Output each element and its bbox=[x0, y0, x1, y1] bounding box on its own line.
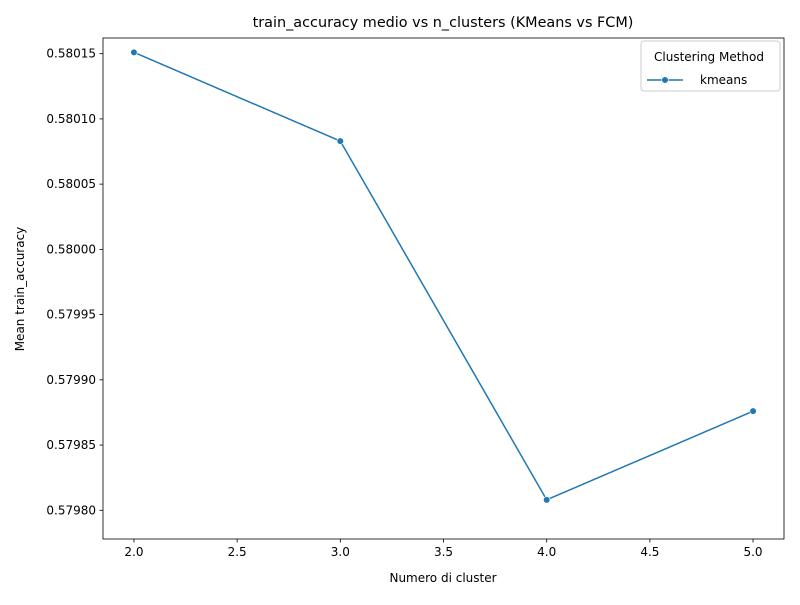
y-tick-label: 0.57980 bbox=[46, 503, 96, 517]
y-tick-label: 0.58000 bbox=[46, 242, 96, 256]
x-tick-label: 4.0 bbox=[537, 545, 556, 559]
legend-label-kmeans: kmeans bbox=[700, 73, 747, 87]
data-point-kmeans bbox=[130, 48, 138, 56]
data-point-kmeans bbox=[336, 137, 344, 145]
y-axis-ticks: 0.57980 0.57985 0.57990 0.57995 0.58000 0.580… bbox=[46, 47, 103, 517]
y-tick-label: 0.57985 bbox=[46, 438, 96, 452]
x-tick-label: 3.5 bbox=[434, 545, 453, 559]
x-axis-label: Numero di cluster bbox=[389, 571, 496, 585]
legend: Clustering Method kmeans bbox=[640, 40, 781, 92]
x-axis-ticks: 2.0 2.5 3.0 3.5 4.0 4.5 5.0 bbox=[124, 539, 763, 559]
x-tick-label: 3.0 bbox=[331, 545, 350, 559]
series-layer bbox=[130, 48, 757, 504]
data-point-kmeans bbox=[749, 407, 757, 415]
y-tick-label: 0.58010 bbox=[46, 112, 96, 126]
x-tick-label: 4.5 bbox=[640, 545, 659, 559]
data-point-kmeans bbox=[543, 496, 551, 504]
y-axis-label: Mean train_accuracy bbox=[13, 227, 27, 352]
chart-title: train_accuracy medio vs n_clusters (KMea… bbox=[253, 15, 634, 31]
legend-marker-kmeans bbox=[661, 76, 669, 84]
y-tick-label: 0.57990 bbox=[46, 373, 96, 387]
y-tick-label: 0.58015 bbox=[46, 47, 96, 61]
series-line-kmeans bbox=[133, 51, 754, 501]
x-tick-label: 2.0 bbox=[124, 545, 143, 559]
plot-frame bbox=[102, 37, 785, 540]
legend-box bbox=[640, 40, 781, 92]
y-tick-label: 0.58005 bbox=[46, 177, 96, 191]
x-tick-label: 5.0 bbox=[743, 545, 762, 559]
legend-title: Clustering Method bbox=[654, 50, 764, 64]
y-tick-label: 0.57995 bbox=[46, 308, 96, 322]
x-tick-label: 2.5 bbox=[228, 545, 247, 559]
